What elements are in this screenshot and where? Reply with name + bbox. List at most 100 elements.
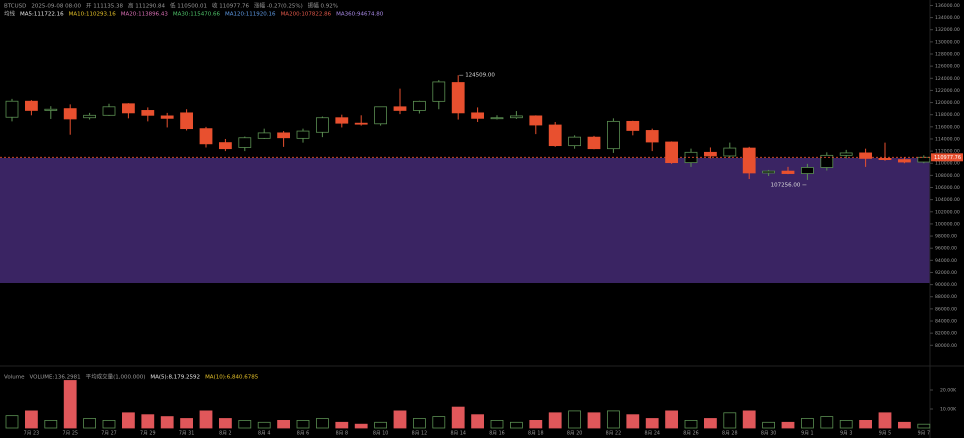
volume-bar	[238, 419, 252, 429]
volume-bar	[742, 410, 756, 429]
volume-bar	[820, 416, 834, 429]
candle-body	[607, 120, 620, 150]
x-tick-label: 9月 1	[801, 431, 813, 437]
volume-bar	[626, 414, 640, 429]
x-tick-label: 8月 22	[606, 431, 621, 437]
candle-body	[801, 167, 814, 174]
volume-bar	[24, 410, 38, 429]
candle-body	[24, 100, 38, 111]
x-tick-label: 8月 16	[489, 431, 504, 437]
x-tick-label: 8月 2	[219, 431, 231, 437]
volume-bar	[451, 406, 465, 429]
x-tick-label: 7月 27	[101, 431, 116, 437]
x-tick-label: 8月 26	[683, 431, 698, 437]
x-tick-label: 8月 30	[761, 431, 776, 437]
y-tick-label: 106000.00	[935, 185, 960, 191]
volume-legend: 平均成交量(1,000.000)	[86, 373, 146, 381]
candle-body	[742, 147, 756, 174]
candle-body	[490, 117, 504, 120]
x-tick-label: 7月 29	[140, 431, 155, 437]
volume-bar	[607, 410, 620, 429]
y-tick-label: 84000.00	[935, 319, 957, 325]
volume-bar	[63, 380, 77, 429]
candle-body	[122, 103, 135, 114]
candle-body	[587, 136, 601, 150]
candle-body	[180, 112, 194, 130]
candle-body	[199, 128, 213, 145]
volume-bar	[645, 418, 659, 429]
average-field: MA200:107822.86	[281, 12, 332, 18]
candle-body	[102, 106, 116, 116]
average-field: MA5:111722.16	[20, 12, 64, 18]
volume-bar	[141, 414, 155, 429]
candle-body	[315, 117, 329, 133]
candle-body	[296, 130, 310, 139]
candle-body	[412, 100, 426, 111]
y-tick-label: 108000.00	[935, 173, 960, 179]
x-tick-label: 9月 5	[879, 431, 891, 437]
volume-bar	[122, 412, 135, 429]
volume-bar	[315, 418, 329, 429]
volume-bar	[839, 419, 853, 429]
candle-body	[160, 115, 174, 119]
volume-bar	[568, 410, 581, 429]
volume-bar	[898, 421, 911, 429]
highlight-band	[0, 158, 930, 283]
volume-bar	[160, 416, 174, 429]
volume-bar	[393, 410, 407, 429]
y-tick-label: 92000.00	[935, 270, 957, 276]
candle-body	[529, 115, 543, 126]
candle-body	[781, 170, 795, 174]
y-tick-label: 130000.00	[935, 39, 960, 45]
x-tick-label: 8月 12	[412, 431, 427, 437]
volume-legend: Volume	[4, 375, 25, 381]
volume-bar	[296, 419, 310, 429]
volume-bar	[257, 421, 271, 429]
volume-bar	[199, 410, 213, 429]
x-tick-label: 8月 18	[528, 431, 543, 437]
volume-bar	[723, 412, 737, 429]
volume-bar	[548, 412, 562, 429]
candle-body	[335, 117, 349, 124]
y-tick-label: 82000.00	[935, 331, 957, 337]
volume-legend: MA(10):6,840.6785	[205, 375, 259, 381]
x-tick-label: 9月 3	[840, 431, 852, 437]
candle-body	[839, 152, 853, 156]
y-tick-label: 128000.00	[935, 52, 960, 58]
x-tick-label: 8月 6	[297, 431, 309, 437]
y-tick-label: 104000.00	[935, 197, 960, 203]
volume-bar	[218, 418, 232, 429]
y-tick-label: 134000.00	[935, 15, 960, 21]
candle-body	[762, 170, 775, 174]
volume-bar	[859, 419, 872, 429]
last-price-label: 110977.76	[934, 155, 961, 161]
volume-bar	[44, 419, 58, 429]
y-tick-label: 120000.00	[935, 100, 960, 106]
y-tick-label: 90000.00	[935, 282, 957, 288]
volume-bar	[490, 419, 504, 429]
x-tick-label: 8月 28	[722, 431, 737, 437]
y-tick-label: 98000.00	[935, 234, 957, 240]
candle-body	[393, 106, 407, 111]
candle-body	[626, 120, 640, 131]
candle-body	[83, 114, 96, 119]
y-tick-label: 122000.00	[935, 88, 960, 94]
volume-bar	[277, 419, 291, 429]
y-tick-label: 132000.00	[935, 27, 960, 33]
y-tick-label: 126000.00	[935, 64, 960, 70]
candle-body	[723, 147, 737, 157]
candle-body	[568, 136, 581, 147]
candle-body	[218, 142, 232, 150]
volume-legend: MA(5):8,179.2592	[150, 375, 200, 381]
y-tick-label: 10.00K	[940, 407, 957, 413]
quote-field: 收 110977.76	[212, 2, 249, 10]
candle-body	[141, 110, 155, 116]
volume-bar	[5, 415, 19, 429]
y-tick-label: 110000.00	[935, 161, 960, 167]
y-tick-label: 114000.00	[935, 136, 960, 142]
volume-bar	[102, 419, 116, 429]
volume-legend: VOLUME:136.2981	[29, 375, 80, 381]
volume-bar	[432, 416, 446, 429]
annotation-label: 107256.00	[771, 182, 801, 188]
